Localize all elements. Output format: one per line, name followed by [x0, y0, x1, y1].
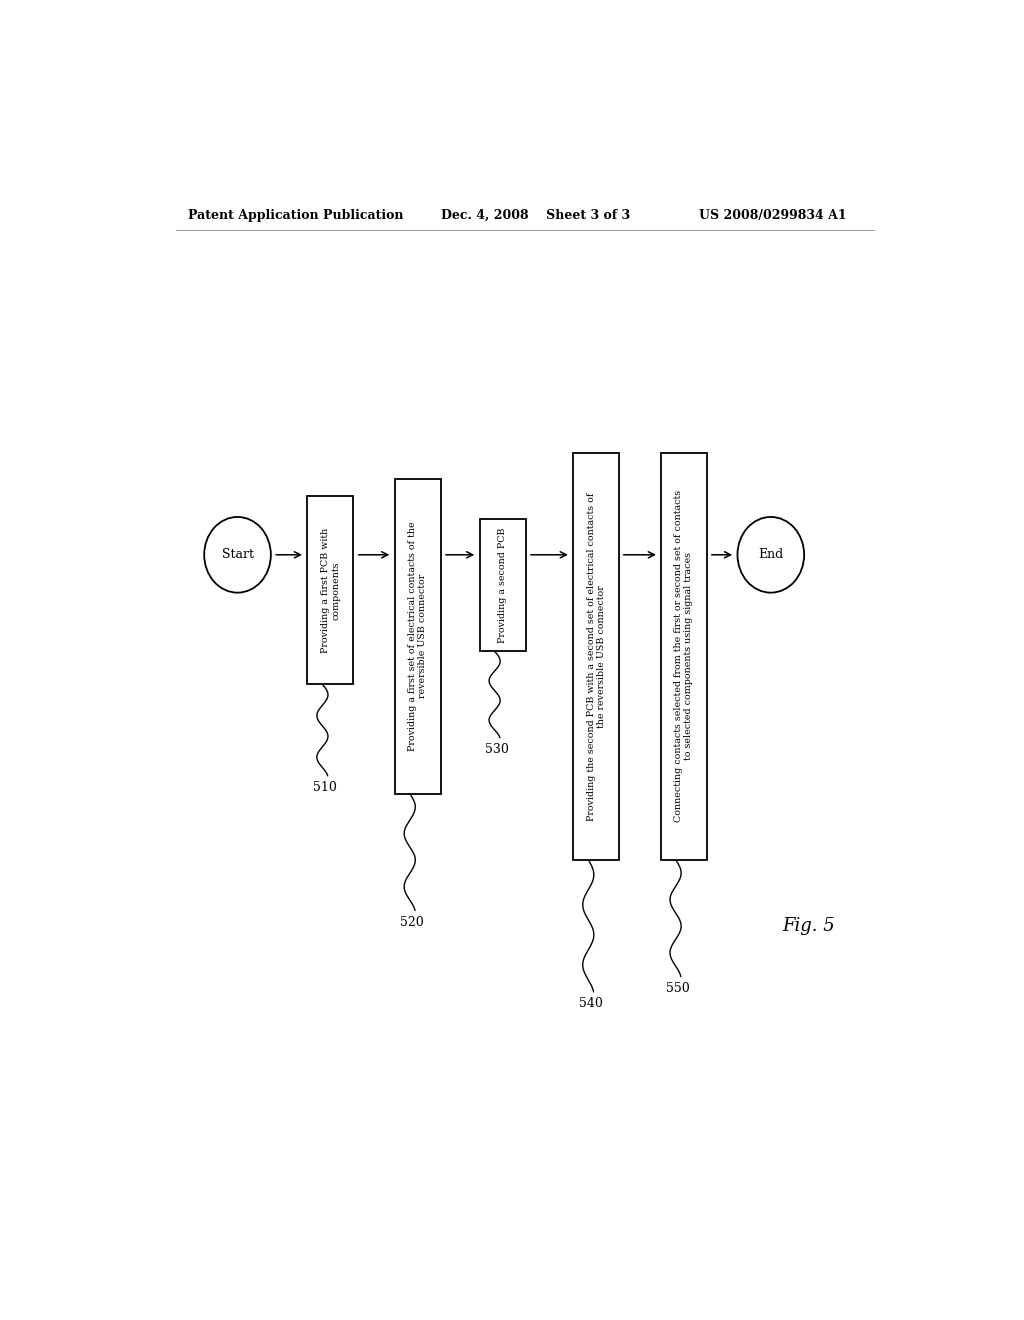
Text: Fig. 5: Fig. 5 [782, 917, 836, 935]
Text: Providing the second PCB with a second set of electrical contacts of
the reversi: Providing the second PCB with a second s… [587, 492, 606, 821]
Bar [660, 453, 707, 859]
Text: 550: 550 [666, 982, 690, 995]
Text: 510: 510 [313, 781, 337, 793]
Text: Providing a second PCB: Providing a second PCB [498, 528, 507, 643]
Bar [394, 479, 440, 793]
Ellipse shape [204, 517, 270, 593]
Text: Providing a first set of electrical contacts of the
reversible USB connector: Providing a first set of electrical cont… [408, 521, 427, 751]
Text: Dec. 4, 2008    Sheet 3 of 3: Dec. 4, 2008 Sheet 3 of 3 [441, 209, 631, 222]
Text: Providing a first PCB with
components: Providing a first PCB with components [321, 528, 340, 653]
Text: Start: Start [221, 548, 254, 561]
Text: 540: 540 [579, 997, 603, 1010]
Text: End: End [758, 548, 783, 561]
Bar [573, 453, 620, 859]
Text: 530: 530 [485, 743, 509, 756]
Bar [479, 519, 525, 651]
Ellipse shape [737, 517, 804, 593]
Bar [307, 496, 353, 684]
Text: Connecting contacts selected from the first or second set of contacts
to selecte: Connecting contacts selected from the fi… [674, 490, 693, 822]
Text: 520: 520 [400, 916, 424, 928]
Text: Patent Application Publication: Patent Application Publication [187, 209, 403, 222]
Text: US 2008/0299834 A1: US 2008/0299834 A1 [699, 209, 847, 222]
